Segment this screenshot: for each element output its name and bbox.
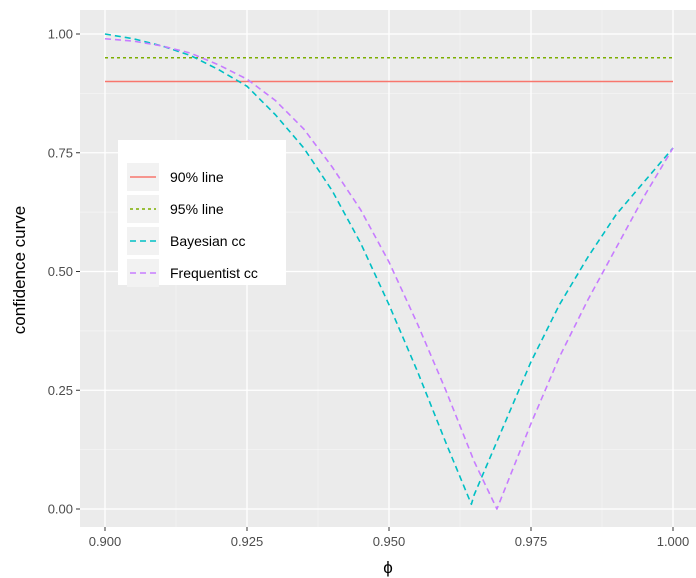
x-tick-label: 0.950 bbox=[373, 534, 406, 549]
x-axis: 0.900 0.925 0.950 0.975 1.000 bbox=[89, 527, 690, 549]
minor-gridlines bbox=[80, 10, 696, 527]
y-axis-title: confidence curve bbox=[10, 206, 29, 335]
y-axis: 0.00 0.25 0.50 0.75 1.00 bbox=[48, 27, 80, 517]
y-tick-label: 0.00 bbox=[48, 502, 73, 517]
x-axis-title: ϕ bbox=[383, 558, 393, 577]
x-tick-label: 0.925 bbox=[231, 534, 264, 549]
legend-label-bayesian-cc: Bayesian cc bbox=[170, 233, 245, 249]
legend-label-95-line: 95% line bbox=[170, 201, 224, 217]
series-line-bayesian-cc bbox=[104, 33, 674, 506]
y-tick-label: 1.00 bbox=[48, 27, 73, 42]
x-tick-label: 0.900 bbox=[89, 534, 122, 549]
x-tick-label: 0.975 bbox=[515, 534, 548, 549]
y-tick-label: 0.25 bbox=[48, 383, 73, 398]
series-line-frequentist-cc bbox=[104, 37, 674, 510]
series-lines bbox=[104, 33, 674, 510]
legend: 90% line 95% line Bayesian cc Frequentist c… bbox=[118, 140, 286, 287]
legend-label-90-line: 90% line bbox=[170, 169, 224, 185]
y-tick-label: 0.75 bbox=[48, 145, 73, 160]
legend-label-frequentist-cc: Frequentist cc bbox=[170, 265, 258, 281]
x-tick-label: 1.000 bbox=[657, 534, 690, 549]
y-tick-label: 0.50 bbox=[48, 264, 73, 279]
